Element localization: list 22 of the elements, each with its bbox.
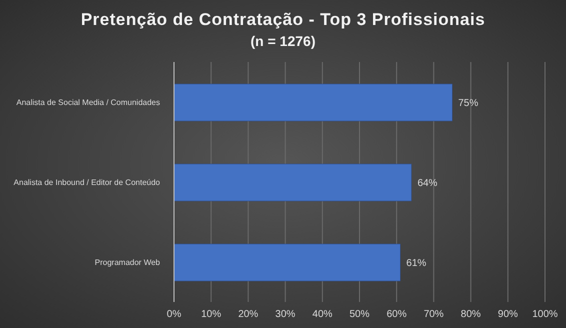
x-tick-label: 10% [201,309,222,320]
data-label: 75% [458,98,478,110]
data-label: 61% [406,258,426,270]
data-label: 64% [417,178,438,190]
x-tick-label: 90% [498,309,518,320]
y-tick-label: Programador Web [94,258,161,267]
x-tick-label: 20% [238,309,258,320]
x-tick-label: 60% [386,309,407,320]
bar [174,84,452,122]
x-tick-label: 0% [166,309,182,320]
x-tick-label: 100% [532,309,558,320]
x-tick-label: 70% [424,309,444,320]
chart-title: Pretenção de Contratação - Top 3 Profissionais [80,10,486,30]
x-tick-label: 50% [349,309,370,320]
bar [174,244,401,282]
bar [174,164,412,202]
y-tick-label: Analista de Inbound / Editor de Conteúdo [14,178,161,187]
x-tick-label: 40% [312,309,333,320]
x-tick-label: 80% [460,309,481,320]
chart-subtitle: (n = 1276) [250,33,316,49]
x-tick-label: 30% [275,309,296,320]
y-tick-label: Analista de Social Media / Comunidades [16,98,160,107]
